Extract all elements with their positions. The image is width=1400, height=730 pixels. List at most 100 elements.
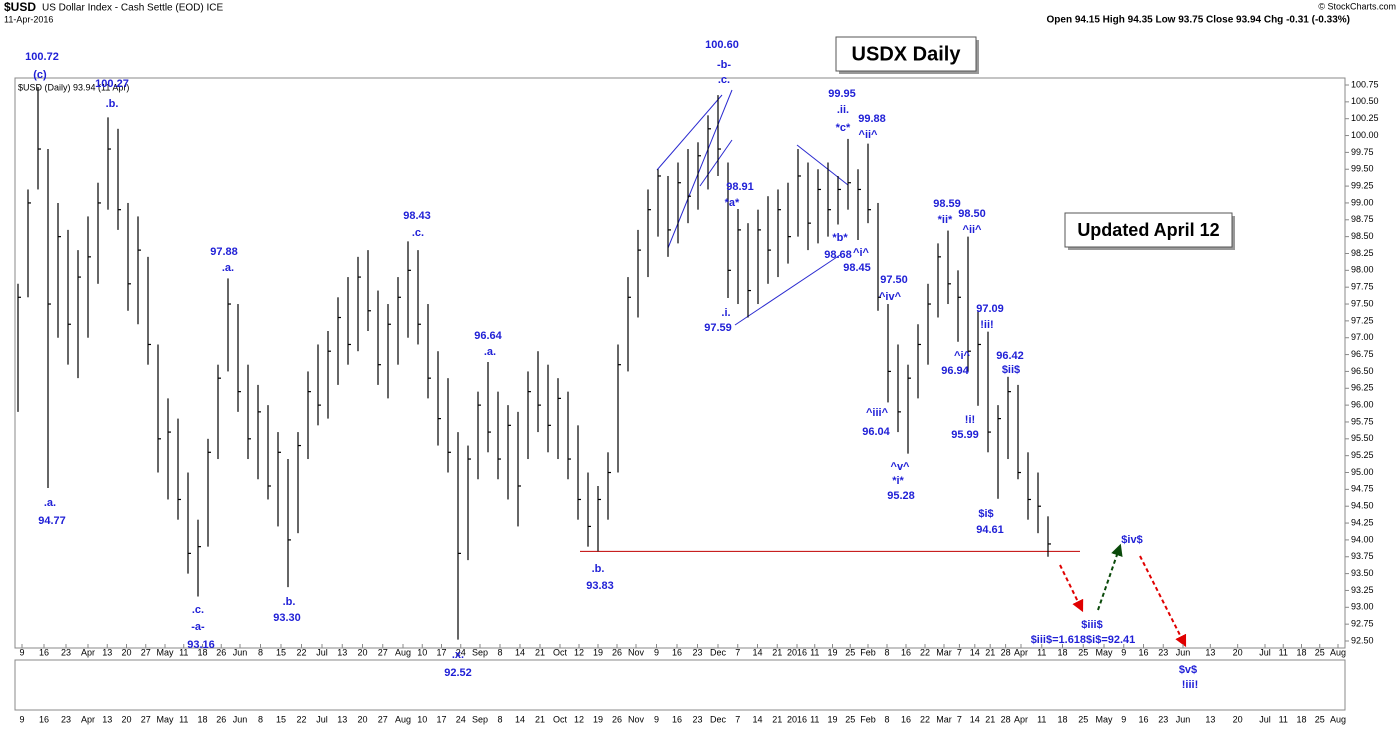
x-tick-label: 14 xyxy=(515,647,525,657)
caption-box xyxy=(835,36,977,72)
x-tick-label: 11 xyxy=(810,647,819,657)
x-tick-label: Aug xyxy=(395,714,411,724)
wave-label: 99.88 xyxy=(858,113,886,125)
y-tick-label: 95.75 xyxy=(1351,416,1374,426)
x-tick-label: 16 xyxy=(39,647,49,657)
wave-label: !i! xyxy=(965,414,975,426)
wave-label: *c* xyxy=(836,122,851,134)
x-tick-label: 16 xyxy=(39,714,49,724)
wave-label: 98.45 xyxy=(843,262,871,274)
x-tick-label: Apr xyxy=(81,647,95,657)
x-tick-label: 21 xyxy=(535,714,545,724)
x-tick-label: 26 xyxy=(612,647,622,657)
y-tick-label: 97.25 xyxy=(1351,315,1374,325)
x-tick-label: 27 xyxy=(141,647,151,657)
x-tick-label: 12 xyxy=(574,647,584,657)
wave-label: 98.59 xyxy=(933,198,961,210)
projection-arrow xyxy=(1059,564,1084,613)
y-tick-label: 93.00 xyxy=(1351,602,1374,612)
x-tick-label: 9 xyxy=(1121,647,1126,657)
x-tick-label: 7 xyxy=(957,714,962,724)
x-tick-label: May xyxy=(156,714,174,724)
wave-label: 95.28 xyxy=(887,490,915,502)
projection-arrow xyxy=(1139,555,1187,648)
x-tick-label: 11 xyxy=(179,714,188,724)
y-tick-label: 100.00 xyxy=(1351,130,1379,140)
x-tick-label: 13 xyxy=(337,647,347,657)
wave-label: $iv$ xyxy=(1121,534,1142,546)
x-tick-label: 8 xyxy=(497,714,502,724)
wave-label: .b. xyxy=(106,98,119,110)
x-tick-label: 19 xyxy=(593,714,603,724)
x-tick-label: Jul xyxy=(1259,714,1271,724)
x-tick-label: 7 xyxy=(735,647,740,657)
x-tick-label: 16 xyxy=(672,647,682,657)
wave-label: ^i^ xyxy=(954,350,970,362)
wave-label: 96.64 xyxy=(474,330,502,342)
y-tick-label: 94.00 xyxy=(1351,534,1374,544)
y-tick-label: 98.50 xyxy=(1351,231,1374,241)
x-tick-label: 16 xyxy=(672,714,682,724)
x-tick-label: Jul xyxy=(316,647,328,657)
x-tick-label: Dec xyxy=(710,647,727,657)
x-tick-label: 19 xyxy=(593,647,603,657)
x-tick-label: 11 xyxy=(1037,647,1046,657)
x-tick-label: 23 xyxy=(692,647,702,657)
wave-label: ^iii^ xyxy=(866,407,889,419)
x-tick-label: Apr xyxy=(1014,714,1028,724)
y-tick-label: 94.25 xyxy=(1351,517,1374,527)
x-tick-label: 26 xyxy=(216,714,226,724)
x-tick-label: 23 xyxy=(61,647,71,657)
projection-arrow xyxy=(1097,543,1123,611)
legend: $USD (Daily) 93.94 (11 Apr) xyxy=(18,82,129,92)
wave-label: .a. xyxy=(44,497,56,509)
x-tick-label: 26 xyxy=(612,714,622,724)
x-tick-label: 20 xyxy=(1233,647,1243,657)
y-tick-label: 97.75 xyxy=(1351,282,1374,292)
x-tick-label: 25 xyxy=(1078,647,1088,657)
x-tick-label: 16 xyxy=(901,714,911,724)
y-tick-label: 98.25 xyxy=(1351,248,1374,258)
x-tick-label: 13 xyxy=(102,647,112,657)
y-tick-label: 98.75 xyxy=(1351,214,1374,224)
y-tick-label: 95.00 xyxy=(1351,467,1374,477)
wave-label: $iii$=1.618$i$=92.41 xyxy=(1031,634,1136,646)
x-tick-label: Apr xyxy=(1014,647,1028,657)
y-tick-label: 99.50 xyxy=(1351,164,1374,174)
x-tick-label: Mar xyxy=(936,714,952,724)
wave-label: ^v^ xyxy=(891,461,911,473)
wave-label: .c. xyxy=(412,227,424,239)
chart-date: 11-Apr-2016 xyxy=(4,14,53,24)
x-tick-label: Nov xyxy=(628,647,645,657)
wave-label: .c. xyxy=(192,604,204,616)
wave-label: .ii. xyxy=(837,104,849,116)
y-tick-label: 96.25 xyxy=(1351,383,1374,393)
y-tick-label: 99.75 xyxy=(1351,147,1374,157)
x-tick-label: Jul xyxy=(316,714,328,724)
wave-label: *i* xyxy=(892,475,904,487)
caption: Updated April 12 xyxy=(1077,220,1219,240)
x-tick-label: Mar xyxy=(936,647,952,657)
x-tick-label: 15 xyxy=(276,647,286,657)
source: © StockCharts.com xyxy=(1318,1,1396,11)
wave-label: $i$ xyxy=(978,508,993,520)
wave-label: *ii* xyxy=(938,214,953,226)
x-tick-label: 8 xyxy=(497,647,502,657)
x-tick-label: Aug xyxy=(1330,714,1346,724)
wave-label: 97.50 xyxy=(880,274,908,286)
wave-label: 93.30 xyxy=(273,612,301,624)
y-tick-label: 95.25 xyxy=(1351,450,1374,460)
y-tick-label: 100.50 xyxy=(1351,96,1379,106)
x-tick-label: Apr xyxy=(81,714,95,724)
x-tick-label: 21 xyxy=(535,647,545,657)
x-tick-label: Aug xyxy=(1330,647,1346,657)
x-tick-label: 12 xyxy=(574,714,584,724)
x-tick-label: 28 xyxy=(1001,647,1011,657)
y-tick-label: 99.00 xyxy=(1351,197,1374,207)
wave-label: (c) xyxy=(33,69,47,81)
x-tick-label: 14 xyxy=(752,714,762,724)
symbol: $USD xyxy=(4,0,36,14)
x-tick-label: May xyxy=(1095,714,1113,724)
x-tick-label: 22 xyxy=(296,647,306,657)
